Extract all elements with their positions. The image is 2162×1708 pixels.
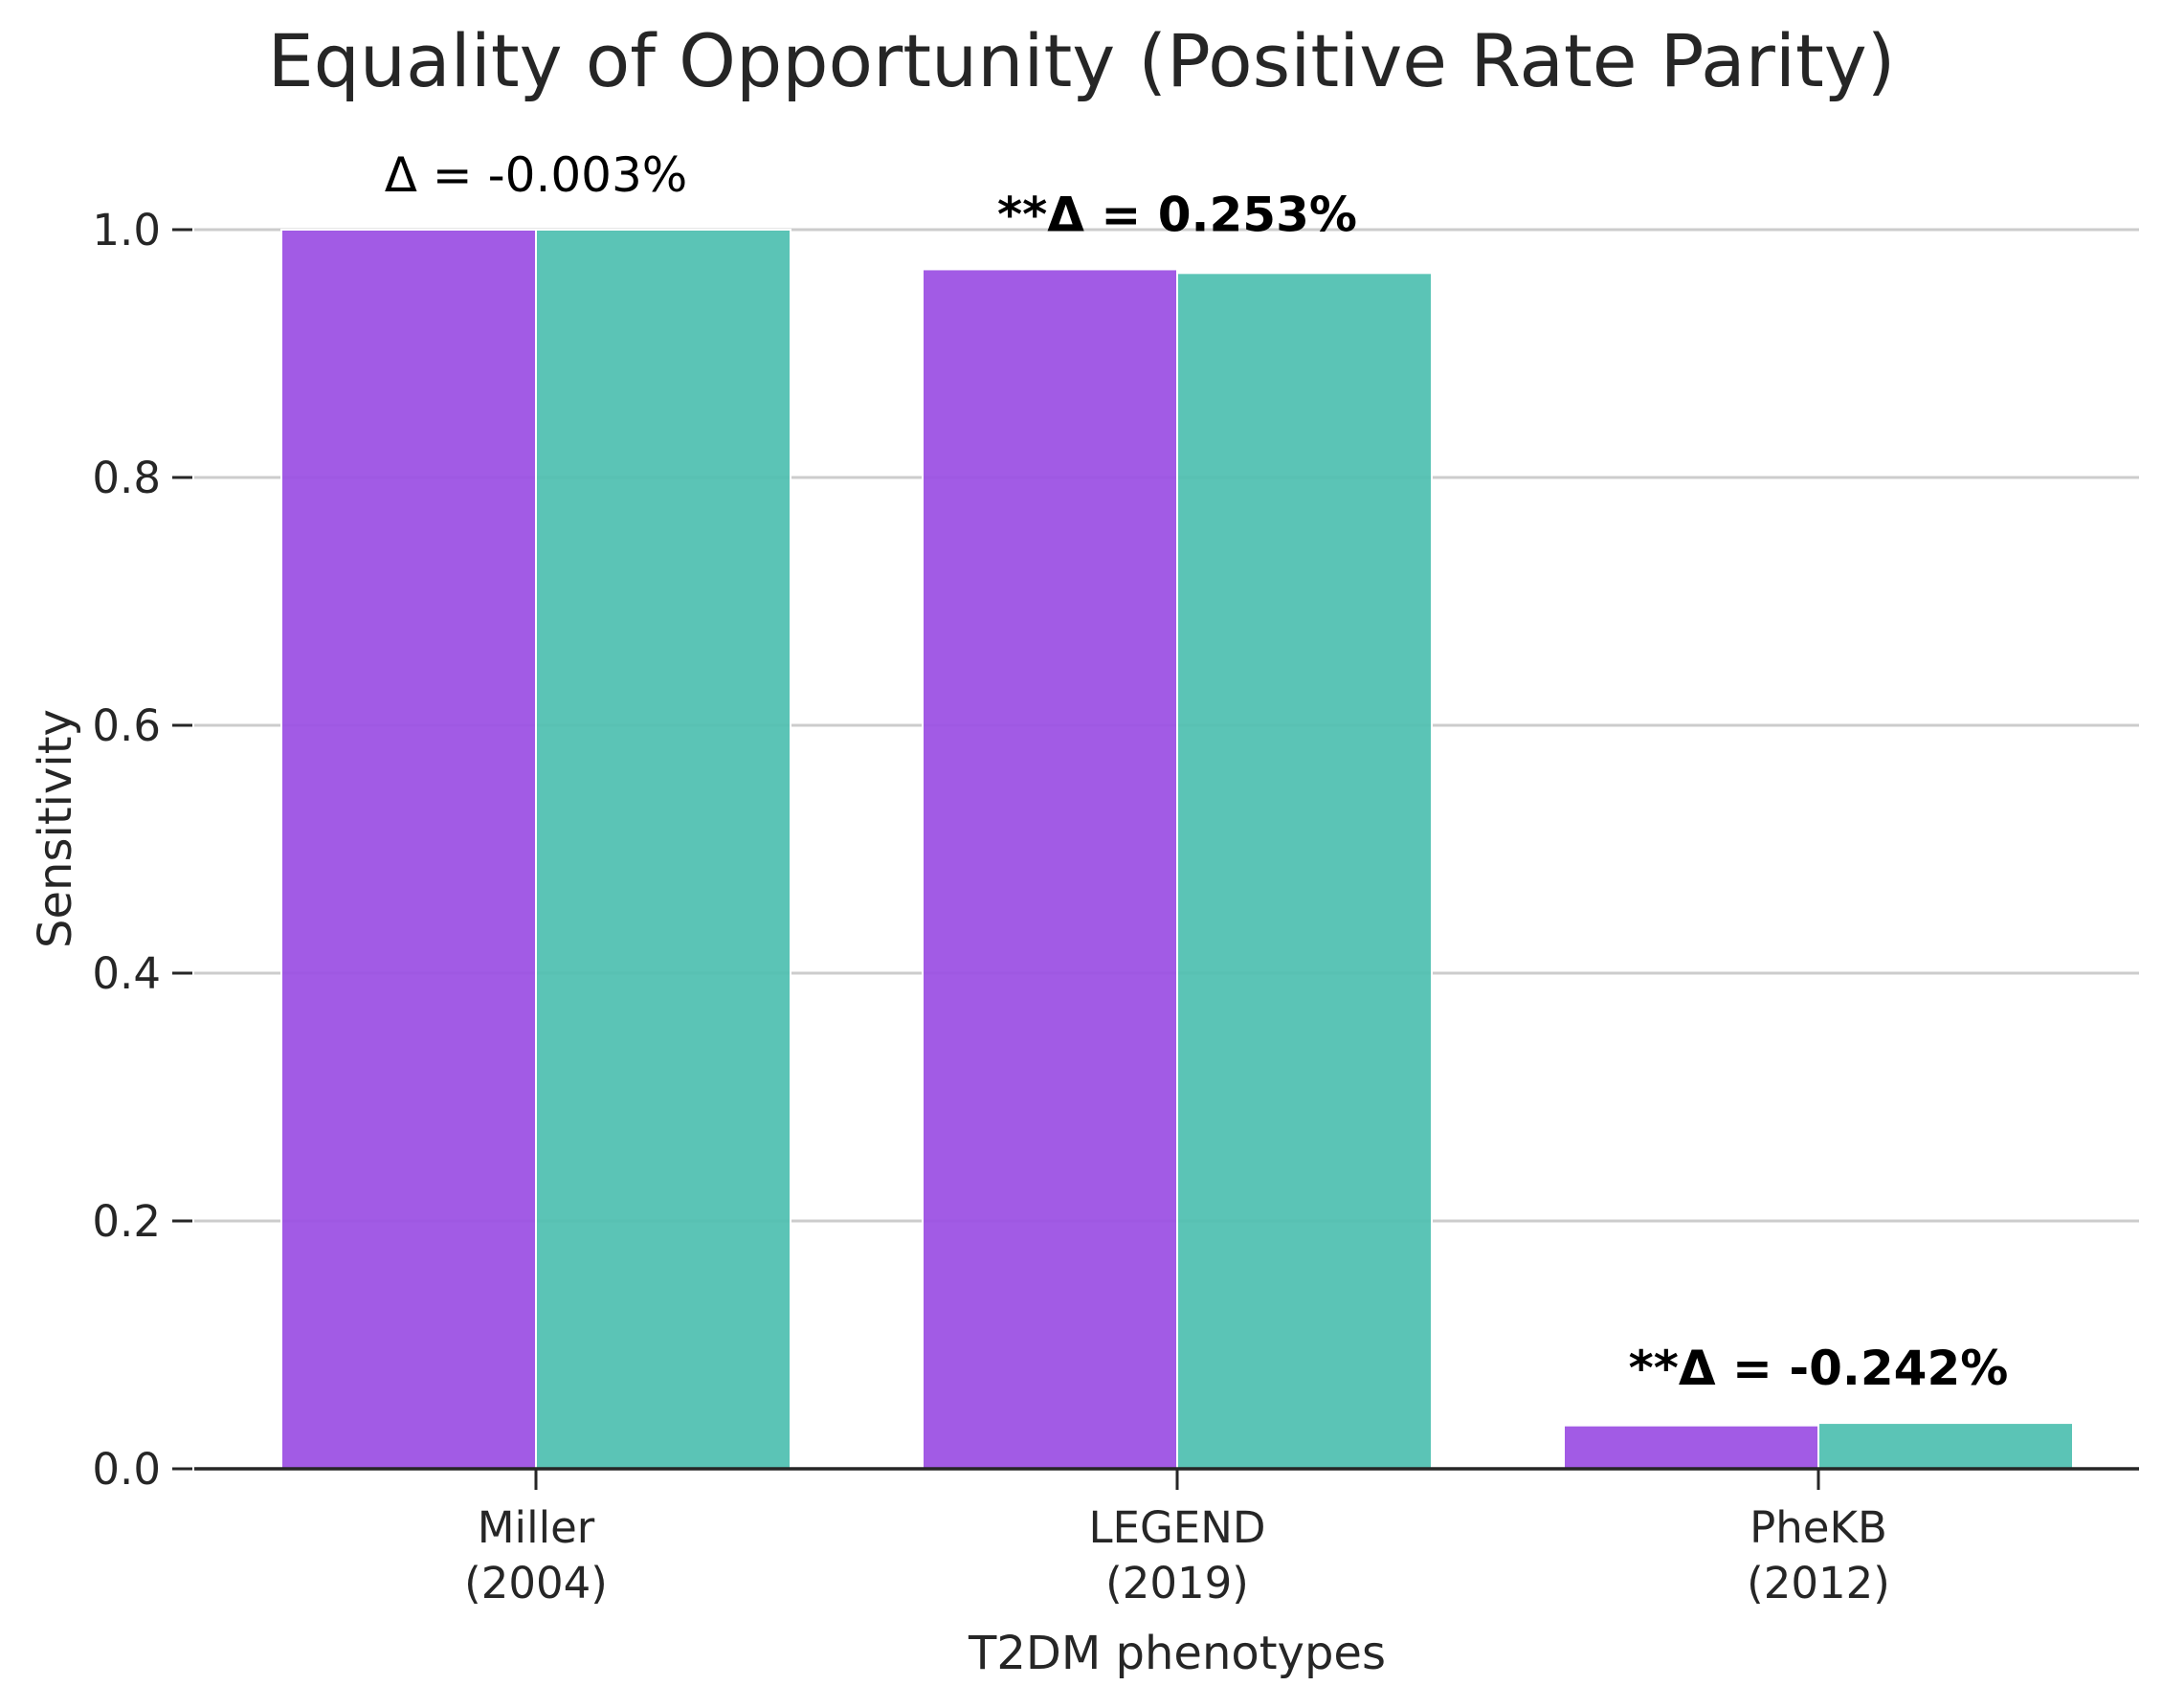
delta-prefix: Δ = <box>385 147 488 203</box>
bar <box>280 229 537 1470</box>
y-axis-label: Sensitivity <box>29 709 82 948</box>
bar <box>1817 1422 2074 1470</box>
delta-value: 0.253% <box>1158 187 1357 242</box>
delta-annotation: Δ = -0.003% <box>385 147 688 203</box>
x-tick-label-year: (2004) <box>464 1558 608 1608</box>
annotations-group: Δ = -0.003%**Δ = 0.253%**Δ = -0.242% <box>385 147 2009 1396</box>
y-tick-label: 0.6 <box>92 700 161 751</box>
bar <box>535 229 791 1470</box>
bar <box>1563 1424 1819 1471</box>
chart-title: Equality of Opportunity (Positive Rate P… <box>268 18 1896 103</box>
y-tick-label: 0.4 <box>92 948 161 999</box>
bar <box>922 268 1178 1471</box>
delta-annotation: **Δ = 0.253% <box>997 187 1357 242</box>
delta-prefix: **Δ = <box>1629 1341 1790 1396</box>
y-tick-label: 0.8 <box>92 453 161 503</box>
y-tick-label: 0.0 <box>92 1444 161 1495</box>
delta-value: -0.003% <box>488 147 688 203</box>
bars-group <box>280 229 2074 1471</box>
x-tick-label: Miller <box>478 1502 595 1553</box>
x-tick-label: PheKB <box>1750 1502 1887 1553</box>
x-tick-label-year: (2012) <box>1747 1558 1890 1608</box>
y-tick-label: 1.0 <box>92 205 161 255</box>
axes-group: 0.00.20.40.60.81.0Miller(2004)LEGEND(201… <box>92 205 2139 1608</box>
x-tick-label-year: (2019) <box>1105 1558 1249 1608</box>
delta-annotation: **Δ = -0.242% <box>1629 1341 2009 1396</box>
x-tick-label: LEGEND <box>1088 1502 1265 1553</box>
y-tick-label: 0.2 <box>92 1196 161 1247</box>
x-axis-label: T2DM phenotypes <box>968 1627 1386 1680</box>
delta-value: -0.242% <box>1789 1341 2008 1396</box>
delta-prefix: **Δ = <box>997 187 1158 242</box>
bar <box>1176 272 1433 1471</box>
